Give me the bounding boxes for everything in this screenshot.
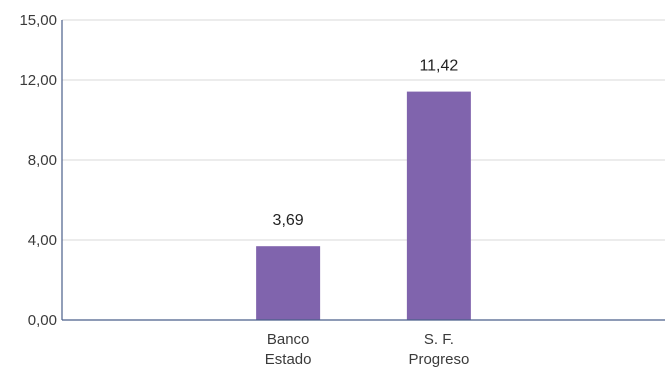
bar-1 [256, 246, 321, 320]
bar-2 [406, 91, 471, 320]
data-labels: 3,69 11,42 [273, 58, 459, 230]
axes [61, 20, 665, 321]
y-tick-labels: 0,00 4,00 8,00 12,00 15,00 [19, 12, 57, 329]
gridlines [62, 19, 665, 241]
y-tick-label: 8,00 [28, 152, 57, 169]
data-label: 3,69 [273, 212, 304, 229]
category-label: S. F. Progreso [408, 331, 469, 368]
y-tick-label: 0,00 [28, 312, 57, 329]
y-tick-label: 4,00 [28, 232, 57, 249]
category-label-line: Estado [265, 351, 312, 368]
data-label: 11,42 [419, 58, 458, 75]
category-label-line: Progreso [408, 351, 469, 368]
bars [256, 91, 471, 320]
category-label-line: Banco [267, 331, 310, 348]
y-tick-label: 15,00 [19, 12, 57, 29]
category-label: Banco Estado [265, 331, 312, 368]
category-label-line: S. F. [424, 331, 454, 348]
x-category-labels: Banco Estado S. F. Progreso [265, 331, 470, 368]
y-tick-label: 12,00 [19, 72, 57, 89]
